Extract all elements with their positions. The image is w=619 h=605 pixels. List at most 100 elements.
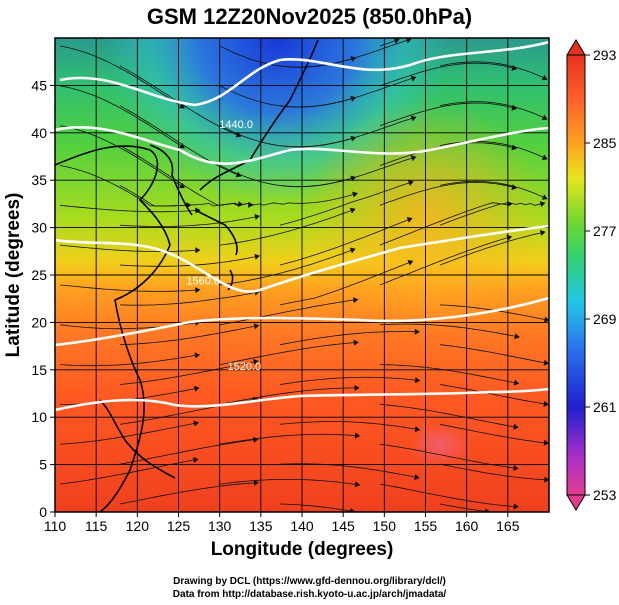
colorbar: 293 285 277 269 261 253	[566, 39, 617, 511]
streamline-arrow	[354, 481, 361, 488]
streamline-arrow	[352, 297, 359, 304]
streamline-arrow	[410, 75, 417, 82]
x-tick-label: 140	[290, 518, 314, 534]
credits: Drawing by DCL (https://www.gfd-dennou.o…	[0, 575, 619, 601]
streamline	[279, 76, 416, 108]
height-contours	[55, 40, 549, 412]
streamline-arrow	[514, 333, 520, 340]
y-tick-label: 45	[31, 77, 47, 93]
streamline	[379, 364, 519, 384]
contour-label: 1520.0	[228, 361, 262, 373]
streamline-arrow	[253, 479, 259, 486]
y-tick-label: 10	[31, 409, 47, 425]
y-tick-label: 25	[31, 267, 47, 283]
streamline-arrow	[539, 201, 546, 207]
streamline	[439, 463, 549, 481]
streamline-arrow	[410, 155, 417, 161]
streamline	[219, 248, 356, 286]
streamline-arrow	[414, 328, 420, 335]
contour-label: 1440.0	[219, 119, 253, 131]
streamline-arrow	[354, 432, 361, 439]
streamline-arrow	[254, 253, 260, 260]
streamline	[379, 483, 519, 508]
streamline-arrow	[353, 339, 359, 346]
streamline	[59, 125, 185, 189]
streamline	[279, 181, 414, 226]
streamline	[279, 260, 413, 306]
y-tick-label: 40	[31, 125, 47, 141]
colorbar-label: 277	[593, 223, 617, 239]
streamline	[439, 61, 548, 80]
streamline	[219, 208, 356, 246]
streamline-arrow	[414, 377, 421, 384]
streamline	[119, 325, 259, 346]
streamline	[219, 299, 358, 326]
graticule-grid	[55, 38, 549, 512]
streamline	[219, 387, 359, 405]
streamline-arrow	[511, 65, 518, 71]
y-tick-label: 0	[39, 504, 47, 520]
streamline-arrow	[349, 247, 356, 254]
streamline	[219, 341, 359, 365]
streamline-arrow	[541, 194, 548, 200]
streamline-arrow	[407, 260, 414, 266]
streamline	[379, 181, 517, 206]
streamline	[439, 180, 548, 200]
colorbar-label: 269	[593, 311, 617, 327]
streamline-arrow	[253, 359, 259, 365]
streamline	[439, 344, 549, 364]
streamline	[119, 215, 260, 227]
streamline-arrow	[254, 214, 260, 220]
streamline-arrow	[408, 180, 414, 186]
streamline-arrow	[352, 191, 358, 198]
streamline	[279, 116, 416, 148]
streamline-arrow	[410, 115, 417, 122]
x-tick-label: 150	[373, 518, 397, 534]
y-tick-label: 30	[31, 220, 47, 236]
streamline	[379, 202, 512, 246]
page-title: GSM 12Z20Nov2025 (850.0hPa)	[146, 4, 473, 29]
streamline-arrow	[235, 171, 242, 178]
colorbar-label: 293	[593, 47, 617, 63]
streamline	[219, 433, 360, 445]
streamline-arrow	[414, 474, 420, 480]
streamline	[379, 236, 512, 286]
colorbar-label: 253	[593, 487, 617, 503]
credits-drawing: Drawing by DCL (https://www.gfd-dennou.o…	[173, 576, 446, 587]
streamline	[59, 422, 199, 445]
streamline-arrow	[195, 287, 201, 294]
streamline	[279, 463, 419, 479]
colorbar-bar	[566, 54, 586, 496]
streamline	[119, 255, 260, 267]
contour-label: 1560.0	[186, 275, 220, 287]
streamline-arrow	[406, 217, 413, 223]
colorbar-top-arrow	[566, 39, 586, 56]
streamline-arrow	[253, 436, 259, 443]
x-tick-label: 120	[126, 518, 150, 534]
credits-data-source: Data from http://database.rish.kyoto-u.a…	[172, 589, 447, 600]
colorbar-label: 285	[593, 135, 617, 151]
streamline	[439, 141, 548, 160]
x-tick-label: 130	[208, 518, 232, 534]
streamline	[59, 354, 200, 367]
streamline	[119, 360, 259, 385]
streamline	[379, 62, 517, 87]
streamline	[379, 323, 520, 338]
x-tick-label: 115	[85, 518, 108, 534]
streamline	[119, 438, 258, 465]
streamline	[439, 503, 490, 512]
streamline	[219, 479, 360, 486]
streamline	[119, 482, 259, 505]
streamline-arrow	[513, 503, 519, 510]
streamline	[59, 204, 200, 213]
streamline	[279, 156, 416, 187]
y-axis: 0 5 10 15 20 25 30 35 40 45	[31, 77, 55, 520]
y-tick-label: 35	[31, 172, 47, 188]
streamline	[279, 376, 420, 385]
streamline-arrow	[414, 426, 421, 432]
streamline	[59, 244, 200, 252]
streamline	[439, 101, 548, 120]
y-tick-label: 15	[31, 362, 47, 378]
x-tick-label: 125	[167, 518, 191, 534]
x-tick-label: 145	[331, 518, 355, 534]
